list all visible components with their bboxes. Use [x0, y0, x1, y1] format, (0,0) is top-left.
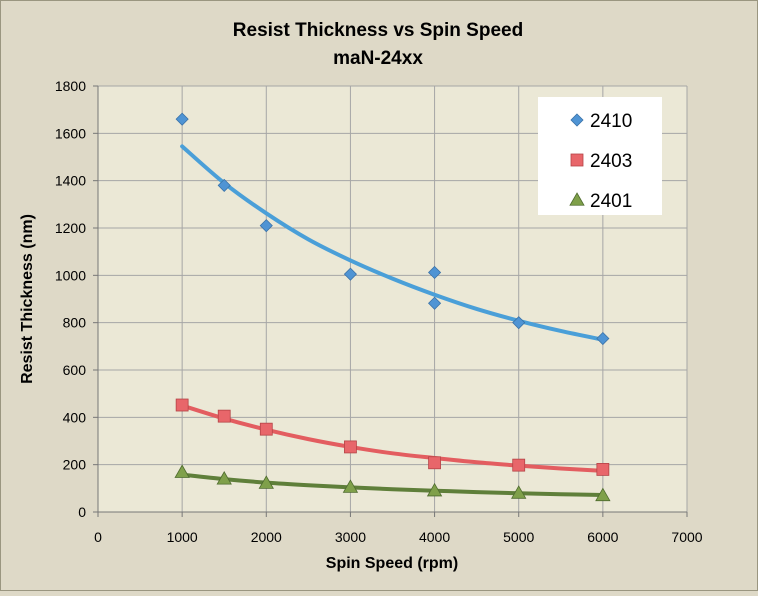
y-tick-label: 1600: [55, 125, 86, 141]
data-point-2410: [596, 331, 610, 346]
series-2401: [174, 464, 611, 502]
y-axis-title: Resist Thickness (nm): [19, 214, 36, 384]
x-tick-label: 1000: [167, 529, 198, 545]
legend-marker-2401: [569, 192, 585, 206]
data-point-2401: [174, 464, 190, 478]
data-point-2401: [216, 471, 232, 485]
y-tick-label: 400: [63, 409, 87, 425]
trendline-2410: [180, 144, 605, 342]
x-tick-label: 0: [94, 529, 102, 545]
data-point-2401: [342, 479, 359, 493]
data-point-2403: [344, 440, 357, 454]
legend-box: [538, 97, 662, 215]
x-tick-label: 2000: [251, 529, 282, 545]
axis-layer: 0 200 400 600 800 1000 1200 1400 1600 1800 0 1000 20…: [55, 78, 703, 545]
legend-marker-2410: [570, 113, 584, 127]
data-point-2401: [595, 487, 611, 502]
data-point-2403: [428, 456, 441, 470]
y-tick-label: 1800: [55, 78, 86, 94]
data-point-2401: [258, 475, 274, 489]
data-point-2410: [512, 316, 526, 330]
x-tick-label: 6000: [587, 529, 618, 545]
trendline-2401: [180, 472, 605, 497]
data-point-2410: [259, 219, 273, 233]
data-point-2401: [426, 482, 443, 497]
y-tick-label: 0: [78, 504, 86, 520]
legend-label-2410: 2410: [590, 111, 632, 132]
chart-title: Resist Thickness vs Spin Speed: [233, 20, 523, 41]
x-axis-title: Spin Speed (rpm): [326, 555, 458, 572]
data-point-2410: [343, 267, 357, 281]
data-point-2410: [428, 265, 442, 280]
series-2410: [175, 112, 610, 346]
data-point-2403: [259, 422, 273, 436]
data-point-2403: [596, 462, 610, 476]
data-point-2410: [428, 296, 442, 310]
legend-label-2401: 2401: [590, 191, 632, 212]
legend: 2410 2403 2401: [538, 97, 662, 215]
y-tick-label: 800: [63, 315, 87, 331]
y-tick-label: 1400: [55, 173, 86, 189]
series-2403: [175, 398, 610, 476]
y-tick-label: 1200: [55, 220, 86, 236]
data-point-2403: [512, 458, 526, 472]
x-tick-label: 4000: [419, 529, 450, 545]
x-tick-label: 5000: [503, 529, 534, 545]
data-point-2410: [217, 178, 231, 192]
trendline-2403: [180, 403, 605, 473]
chart-subtitle: maN-24xx: [333, 48, 423, 69]
x-tick-label: 3000: [335, 529, 366, 545]
legend-marker-2403: [570, 153, 584, 167]
data-point-2410: [175, 112, 189, 126]
x-tick-label: 7000: [671, 529, 702, 545]
y-tick-label: 1000: [55, 267, 86, 283]
data-point-2401: [511, 485, 527, 499]
data-point-2403: [217, 409, 231, 423]
y-tick-label: 200: [63, 457, 87, 473]
y-tick-label: 600: [63, 362, 87, 378]
data-point-2403: [175, 398, 189, 412]
series-layer: [174, 112, 611, 502]
legend-label-2403: 2403: [590, 151, 632, 172]
